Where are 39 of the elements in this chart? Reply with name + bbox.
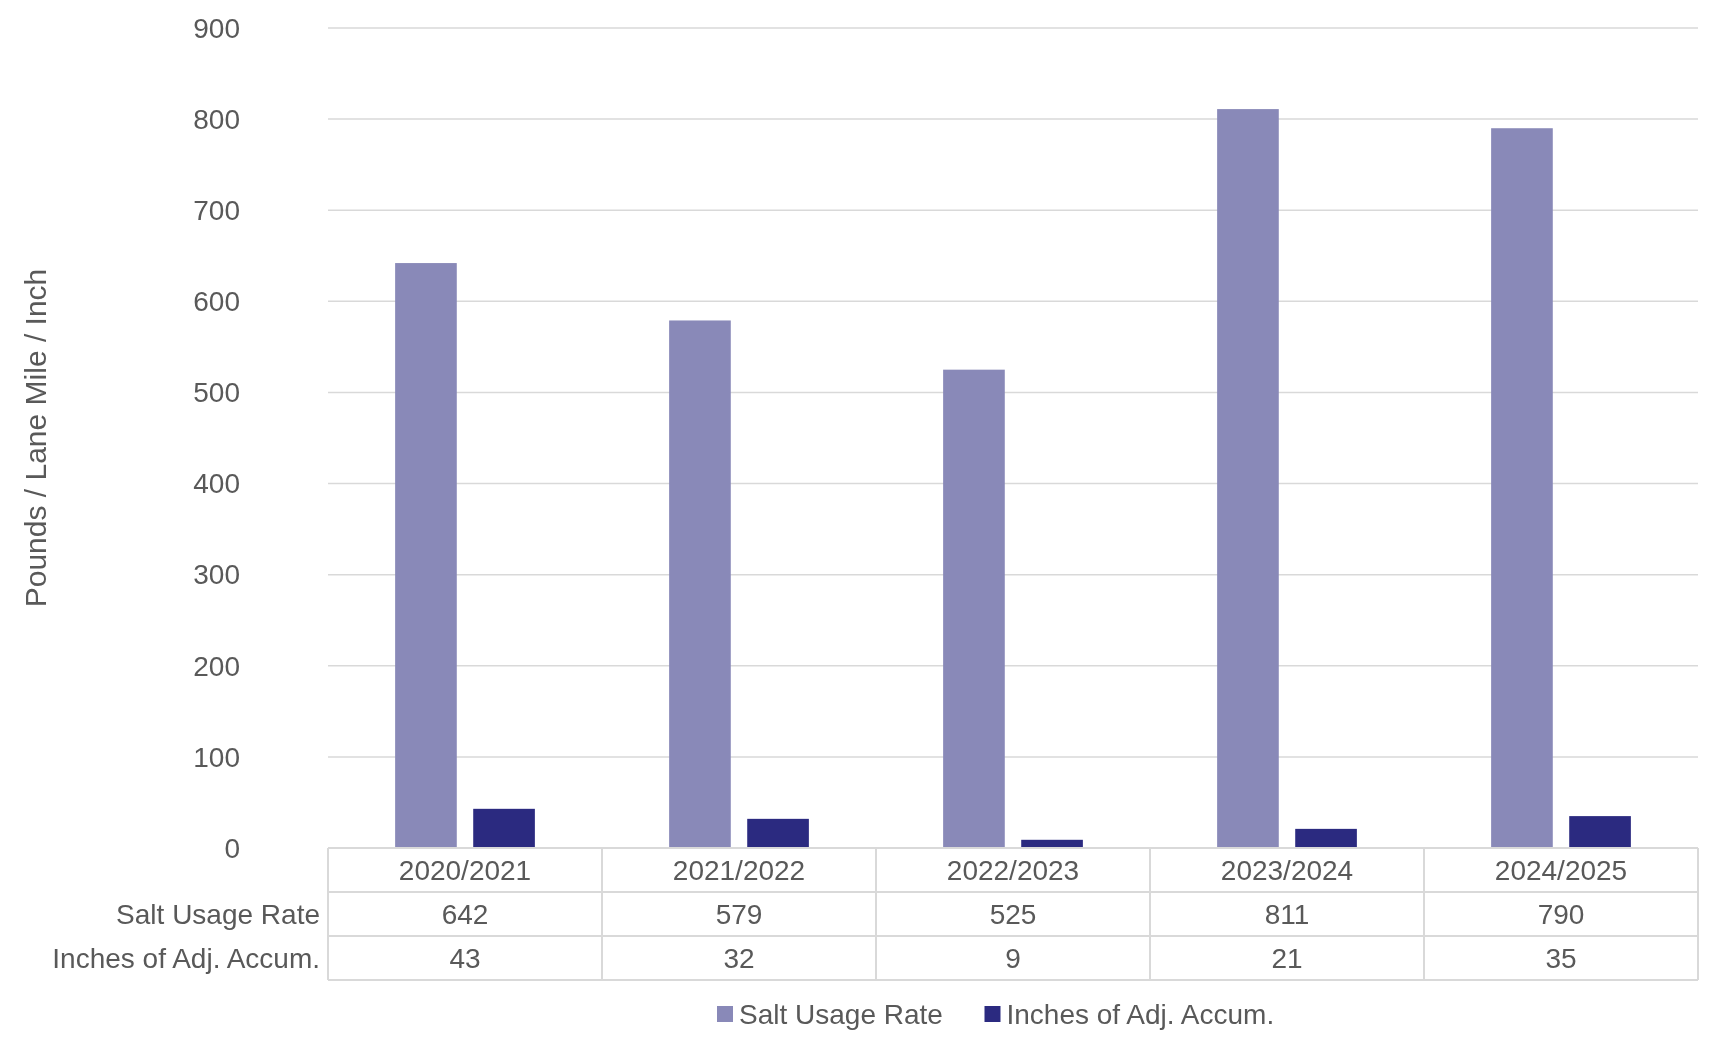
data-label: 525 bbox=[989, 898, 1037, 930]
y-tick-label: 400 bbox=[193, 468, 240, 500]
data-label: 811 bbox=[1264, 898, 1310, 930]
data-label: 642 bbox=[441, 898, 489, 930]
data-label: 579 bbox=[715, 898, 763, 930]
y-tick-label: 300 bbox=[193, 559, 240, 591]
y-tick-label: 100 bbox=[193, 741, 240, 773]
data-label: 790 bbox=[1537, 898, 1585, 930]
x-tick-label: 2024/2025 bbox=[1494, 854, 1628, 886]
data-label: 32 bbox=[723, 942, 755, 974]
bar bbox=[1491, 128, 1553, 848]
bar bbox=[1295, 828, 1357, 848]
y-tick-label: 800 bbox=[193, 103, 240, 135]
text: Salt Usage Rate bbox=[116, 898, 320, 930]
y-tick-label: 700 bbox=[193, 195, 240, 227]
y-tick-label: 500 bbox=[193, 377, 240, 409]
y-tick-label: 900 bbox=[193, 12, 240, 44]
bar bbox=[1217, 109, 1279, 848]
x-tick-label: 2020/2021 bbox=[398, 854, 532, 886]
bar bbox=[473, 808, 535, 848]
x-tick-label: 2023/2024 bbox=[1220, 854, 1354, 886]
legend-label: Salt Usage Rate bbox=[739, 998, 943, 1030]
data-label: 9 bbox=[1005, 942, 1021, 974]
data-label: 35 bbox=[1545, 942, 1577, 974]
legend-label: Inches of Adj. Accum. bbox=[1006, 998, 1275, 1030]
y-tick-label: 600 bbox=[193, 286, 240, 318]
x-tick-label: 2022/2023 bbox=[946, 854, 1080, 886]
bar bbox=[1569, 816, 1631, 848]
y-tick-label: 0 bbox=[224, 832, 240, 864]
y-axis-title: Pounds / Lane Mile / Inch bbox=[19, 268, 52, 608]
bar bbox=[943, 369, 1005, 848]
data-label: 43 bbox=[449, 942, 481, 974]
data-label: 21 bbox=[1271, 942, 1303, 974]
bar bbox=[747, 818, 809, 848]
text: Inches of Adj. Accum. bbox=[52, 942, 320, 974]
bar bbox=[669, 320, 731, 848]
x-tick-label: 2021/2022 bbox=[672, 854, 806, 886]
bar bbox=[395, 263, 457, 848]
y-tick-label: 200 bbox=[193, 650, 240, 682]
